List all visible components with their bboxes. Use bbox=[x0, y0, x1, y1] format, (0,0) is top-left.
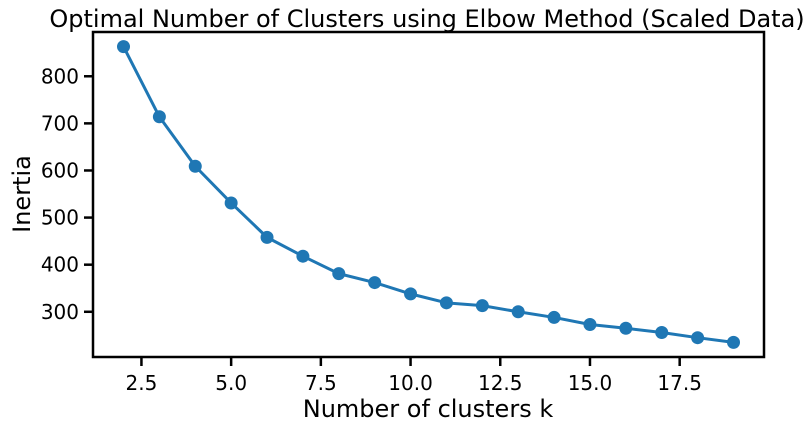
y-tick-label: 500 bbox=[41, 206, 79, 230]
x-tick-label: 2.5 bbox=[126, 371, 158, 395]
x-tick-label: 15.0 bbox=[568, 371, 613, 395]
data-point bbox=[619, 321, 633, 335]
data-point bbox=[260, 230, 274, 244]
y-tick-label: 300 bbox=[41, 300, 79, 324]
data-point bbox=[655, 326, 669, 340]
data-point bbox=[691, 331, 705, 345]
axes-frame bbox=[91, 30, 766, 359]
data-point bbox=[727, 335, 740, 349]
chart-title: Optimal Number of Clusters using Elbow M… bbox=[49, 5, 804, 33]
data-point bbox=[117, 40, 130, 54]
y-tick-label: 800 bbox=[41, 64, 79, 88]
x-tick-label: 7.5 bbox=[305, 371, 337, 395]
y-tick-label: 700 bbox=[41, 111, 79, 135]
x-tick-label: 10.0 bbox=[388, 371, 433, 395]
plot-area: 2.5 5.0 7.5 10.0 12.5 15.0 17.5 300 400 500 600 700… bbox=[41, 30, 766, 395]
y-axis-label: Inertia bbox=[8, 155, 36, 233]
y-tick-label: 400 bbox=[41, 253, 79, 277]
data-point bbox=[475, 299, 489, 313]
data-point bbox=[439, 296, 453, 310]
data-point bbox=[188, 159, 202, 173]
data-point bbox=[296, 249, 310, 263]
data-point bbox=[368, 276, 382, 290]
data-point bbox=[547, 310, 561, 324]
data-point bbox=[583, 318, 597, 331]
data-point bbox=[404, 287, 418, 301]
data-point bbox=[332, 267, 346, 281]
x-tick-label: 12.5 bbox=[478, 371, 523, 395]
axis-ticks: 2.5 5.0 7.5 10.0 12.5 15.0 17.5 300 400 500 600 700… bbox=[41, 64, 702, 395]
x-axis-label: Number of clusters k bbox=[303, 395, 554, 423]
y-tick-label: 600 bbox=[41, 158, 79, 182]
data-points bbox=[117, 40, 740, 349]
x-tick-label: 17.5 bbox=[657, 371, 702, 395]
x-tick-label: 5.0 bbox=[215, 371, 247, 395]
data-point bbox=[152, 110, 166, 124]
series-line bbox=[122, 45, 735, 344]
data-point bbox=[224, 196, 238, 210]
data-point bbox=[511, 305, 525, 319]
